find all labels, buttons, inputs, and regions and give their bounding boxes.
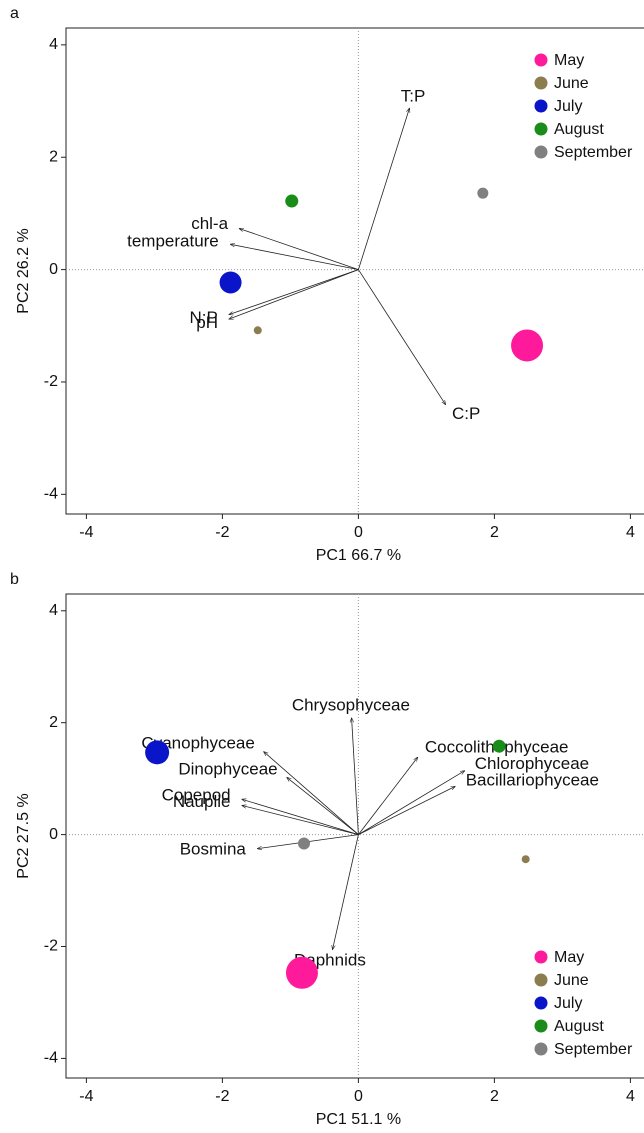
point	[298, 837, 310, 850]
legend-marker	[534, 1019, 548, 1033]
x-tick-label: 0	[354, 524, 363, 541]
y-tick-label: -2	[44, 373, 58, 390]
x-tick-label: 4	[626, 1088, 635, 1105]
y-tick-label: 2	[49, 714, 58, 731]
loading-label: Copepod	[162, 785, 231, 804]
loading-label: pH	[196, 313, 218, 332]
loading-label: Bosmina	[180, 840, 247, 859]
loading-label: Bacillariophyceae	[466, 771, 599, 790]
loading-arrow	[358, 757, 417, 835]
x-tick-label: 2	[490, 524, 499, 541]
legend-marker	[534, 950, 548, 964]
loading-arrow	[229, 269, 359, 319]
legend-label: September	[554, 144, 633, 161]
plot-frame	[65, 593, 644, 1079]
point	[492, 739, 506, 753]
point	[285, 956, 318, 989]
loading-arrow	[287, 778, 359, 835]
legend-marker	[534, 122, 548, 136]
y-tick-label: 2	[49, 148, 58, 165]
legend-marker	[534, 53, 548, 67]
x-tick-label: 0	[354, 1088, 363, 1105]
loading-label: temperature	[127, 231, 219, 250]
legend-marker	[534, 99, 548, 113]
loading-arrow	[333, 834, 359, 950]
y-tick-label: 4	[49, 36, 58, 53]
x-tick-label: -4	[79, 1088, 93, 1105]
point	[145, 740, 170, 765]
y-tick-label: 0	[49, 261, 58, 278]
x-axis-title: PC1 51.1 %	[316, 1111, 401, 1128]
legend-label: July	[554, 995, 582, 1012]
x-tick-label: 2	[490, 1088, 499, 1105]
loading-arrow	[358, 108, 409, 270]
legend-marker	[534, 996, 548, 1010]
y-tick-label: -4	[44, 1050, 58, 1067]
loading-arrow	[352, 718, 359, 835]
loading-label: Dinophyceae	[178, 760, 277, 779]
y-tick-label: 4	[49, 602, 58, 619]
point	[219, 271, 242, 294]
point	[511, 329, 544, 362]
loading-label: chl-a	[191, 214, 228, 233]
y-axis-title: PC2 27.5 %	[15, 793, 32, 878]
loading-label: Chlorophyceae	[475, 754, 589, 773]
loading-arrow	[242, 806, 359, 835]
loading-arrow	[264, 752, 359, 835]
point	[285, 194, 299, 208]
x-tick-label: -4	[79, 524, 93, 541]
loading-arrow	[358, 786, 455, 835]
legend-marker	[534, 76, 548, 90]
point	[521, 855, 530, 864]
loading-arrow	[231, 244, 359, 270]
legend-marker	[534, 973, 548, 987]
loading-label: Chrysophyceae	[292, 696, 410, 715]
legend-label: June	[554, 75, 589, 92]
loading-arrow	[239, 229, 359, 270]
legend-label: August	[554, 121, 604, 138]
panel-label: a	[10, 5, 19, 22]
x-tick-label: -2	[215, 1088, 229, 1105]
y-axis-title: PC2 26.2 %	[15, 228, 32, 313]
x-tick-label: -2	[215, 524, 229, 541]
legend-marker	[534, 145, 548, 159]
loading-label: Cyanophyceae	[141, 733, 254, 752]
loading-arrow	[229, 269, 359, 315]
point	[477, 187, 489, 199]
legend-label: May	[554, 52, 584, 69]
loading-label: T:P	[401, 86, 426, 105]
legend-label: June	[554, 972, 589, 989]
point	[253, 326, 262, 335]
x-tick-label: 4	[626, 524, 635, 541]
loading-arrow	[358, 771, 464, 835]
y-tick-label: -4	[44, 486, 58, 503]
legend-label: July	[554, 98, 582, 115]
legend-label: September	[554, 1041, 633, 1058]
loading-arrow	[242, 799, 359, 835]
legend-marker	[534, 1042, 548, 1056]
y-tick-label: -2	[44, 938, 58, 955]
y-tick-label: 0	[49, 826, 58, 843]
loading-label: C:P	[452, 404, 480, 423]
loading-label: N:P	[190, 308, 218, 327]
panel-label: b	[10, 571, 19, 588]
legend-label: August	[554, 1018, 604, 1035]
loading-arrow	[358, 269, 445, 405]
x-axis-title: PC1 66.7 %	[316, 547, 401, 564]
loading-label: Nauplie	[173, 792, 231, 811]
plot-frame	[65, 27, 644, 515]
legend-label: May	[554, 949, 584, 966]
